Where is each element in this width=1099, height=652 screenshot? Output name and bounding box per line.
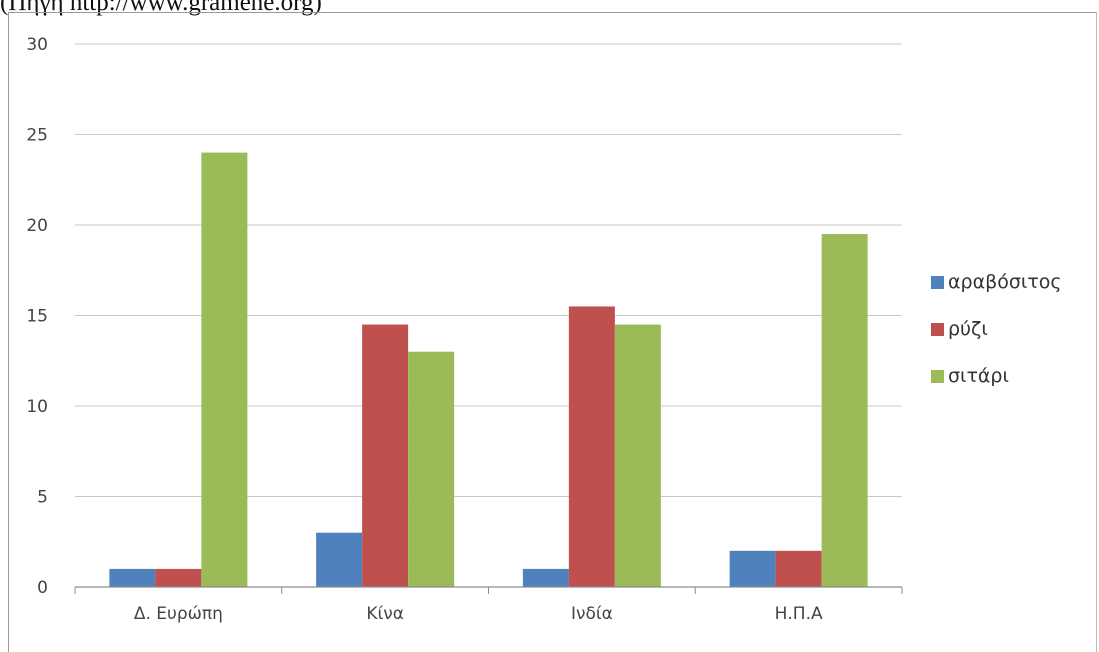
legend-label: αραβόσιτος	[948, 271, 1062, 293]
y-tick-label: 5	[37, 488, 48, 508]
y-tick-label: 10	[26, 397, 48, 417]
y-tick-label: 15	[26, 307, 48, 327]
legend-swatch	[931, 276, 944, 289]
bar	[408, 351, 455, 587]
y-tick-label: 30	[26, 35, 48, 55]
bar	[362, 324, 409, 587]
legend: αραβόσιτος ρύζι σιτάρι	[931, 271, 1062, 387]
bars	[109, 152, 868, 588]
bar	[614, 324, 661, 587]
legend-swatch	[931, 323, 944, 336]
y-tick-label: 20	[26, 216, 48, 236]
x-axis-ticks: Δ. Ευρώπη Κίνα Ινδία Η.Π.Α	[134, 604, 823, 624]
bar	[729, 550, 776, 587]
bar	[821, 234, 868, 588]
bar	[316, 532, 363, 587]
x-tick-label: Δ. Ευρώπη	[134, 604, 223, 624]
bar	[522, 568, 569, 587]
x-tick-label: Κίνα	[366, 604, 404, 624]
y-tick-label: 25	[26, 126, 48, 146]
chart-frame	[8, 12, 1097, 652]
y-axis-ticks: 0 5 10 15 20 25 30	[26, 35, 48, 598]
bar	[568, 306, 615, 587]
x-axis	[74, 586, 903, 594]
bar	[109, 568, 156, 587]
x-tick-label: Ινδία	[571, 604, 613, 624]
bar	[201, 152, 248, 587]
legend-swatch	[931, 370, 944, 383]
legend-label: σιτάρι	[948, 365, 1009, 387]
bar	[775, 550, 822, 587]
gridlines	[75, 43, 902, 497]
x-tick-label: Η.Π.Α	[775, 604, 823, 624]
bar	[155, 568, 202, 587]
legend-label: ρύζι	[948, 318, 988, 340]
y-tick-label: 0	[37, 578, 48, 598]
